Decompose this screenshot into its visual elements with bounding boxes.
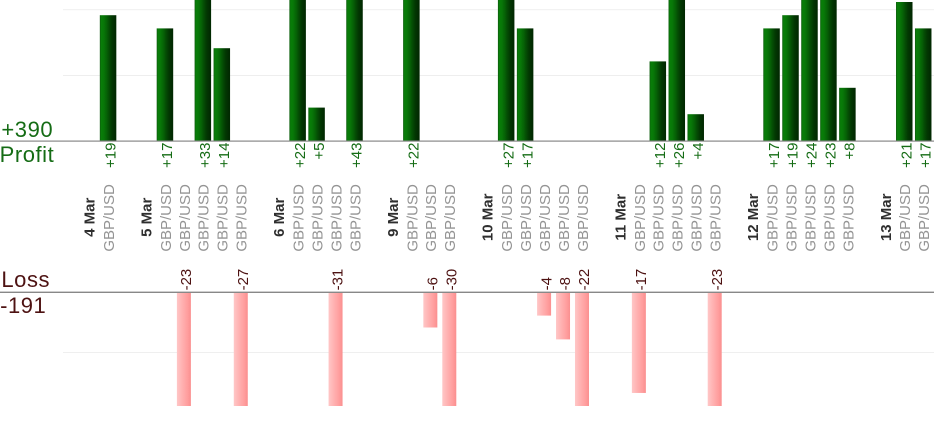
- svg-text:GBP/USD: GBP/USD: [689, 184, 706, 252]
- svg-text:+19: +19: [785, 143, 802, 168]
- svg-text:+17: +17: [519, 143, 536, 168]
- svg-text:-4: -4: [538, 277, 555, 290]
- svg-text:+17: +17: [766, 143, 783, 168]
- svg-text:GBP/USD: GBP/USD: [556, 184, 573, 252]
- svg-text:+27: +27: [500, 143, 517, 168]
- svg-text:-30: -30: [443, 269, 460, 291]
- svg-text:GBP/USD: GBP/USD: [101, 184, 118, 252]
- svg-text:GBP/USD: GBP/USD: [821, 184, 838, 252]
- svg-text:GBP/USD: GBP/USD: [518, 184, 535, 252]
- svg-text:-31: -31: [330, 269, 347, 291]
- svg-text:GBP/USD: GBP/USD: [423, 184, 440, 252]
- svg-text:GBP/USD: GBP/USD: [651, 184, 668, 252]
- svg-text:GBP/USD: GBP/USD: [309, 184, 326, 252]
- svg-text:Loss: Loss: [1, 267, 50, 292]
- svg-text:12 Mar: 12 Mar: [745, 193, 762, 241]
- svg-text:GBP/USD: GBP/USD: [916, 184, 933, 252]
- svg-text:-22: -22: [576, 269, 593, 291]
- svg-text:GBP/USD: GBP/USD: [442, 184, 459, 252]
- svg-text:+17: +17: [917, 143, 934, 168]
- svg-text:+19: +19: [102, 143, 119, 168]
- svg-text:+23: +23: [823, 143, 840, 168]
- svg-text:GBP/USD: GBP/USD: [499, 184, 516, 252]
- svg-text:5 Mar: 5 Mar: [138, 198, 155, 237]
- svg-text:+22: +22: [292, 143, 309, 168]
- svg-text:+4: +4: [690, 143, 707, 160]
- svg-text:-17: -17: [633, 269, 650, 291]
- svg-text:GBP/USD: GBP/USD: [708, 184, 725, 252]
- svg-text:+14: +14: [216, 143, 233, 168]
- svg-text:GBP/USD: GBP/USD: [840, 184, 857, 252]
- svg-text:-23: -23: [709, 269, 726, 291]
- svg-text:+22: +22: [406, 143, 423, 168]
- svg-text:GBP/USD: GBP/USD: [802, 184, 819, 252]
- svg-text:10 Mar: 10 Mar: [480, 193, 497, 241]
- svg-text:-23: -23: [178, 269, 195, 291]
- svg-text:GBP/USD: GBP/USD: [215, 184, 232, 252]
- svg-text:GBP/USD: GBP/USD: [537, 184, 554, 252]
- svg-text:GBP/USD: GBP/USD: [347, 184, 364, 252]
- svg-text:+26: +26: [671, 143, 688, 168]
- svg-text:4 Mar: 4 Mar: [82, 198, 99, 237]
- svg-text:GBP/USD: GBP/USD: [783, 184, 800, 252]
- svg-text:+12: +12: [652, 143, 669, 168]
- svg-text:+24: +24: [804, 143, 821, 168]
- svg-text:GBP/USD: GBP/USD: [404, 184, 421, 252]
- svg-text:13 Mar: 13 Mar: [878, 193, 895, 241]
- svg-text:GBP/USD: GBP/USD: [632, 184, 649, 252]
- svg-text:GBP/USD: GBP/USD: [764, 184, 781, 252]
- svg-text:GBP/USD: GBP/USD: [177, 184, 194, 252]
- svg-text:GBP/USD: GBP/USD: [158, 184, 175, 252]
- svg-text:GBP/USD: GBP/USD: [328, 184, 345, 252]
- svg-text:11 Mar: 11 Mar: [612, 194, 629, 241]
- svg-text:+33: +33: [197, 143, 214, 168]
- svg-text:+8: +8: [842, 143, 859, 160]
- svg-text:-6: -6: [425, 277, 442, 290]
- svg-text:+21: +21: [898, 143, 915, 168]
- svg-text:+5: +5: [311, 143, 328, 160]
- svg-text:9 Mar: 9 Mar: [385, 198, 402, 237]
- svg-text:GBP/USD: GBP/USD: [291, 184, 308, 252]
- svg-text:+43: +43: [349, 143, 366, 168]
- svg-text:-8: -8: [557, 277, 574, 290]
- svg-text:GBP/USD: GBP/USD: [575, 184, 592, 252]
- svg-text:-27: -27: [235, 269, 252, 291]
- svg-text:+390: +390: [1, 117, 53, 142]
- svg-text:GBP/USD: GBP/USD: [234, 184, 251, 252]
- svg-text:GBP/USD: GBP/USD: [670, 184, 687, 252]
- svg-text:GBP/USD: GBP/USD: [196, 184, 213, 252]
- svg-text:GBP/USD: GBP/USD: [897, 184, 914, 252]
- svg-text:Profit: Profit: [0, 142, 54, 167]
- svg-text:6 Mar: 6 Mar: [271, 198, 288, 237]
- svg-text:+17: +17: [159, 143, 176, 168]
- svg-text:-191: -191: [0, 293, 46, 318]
